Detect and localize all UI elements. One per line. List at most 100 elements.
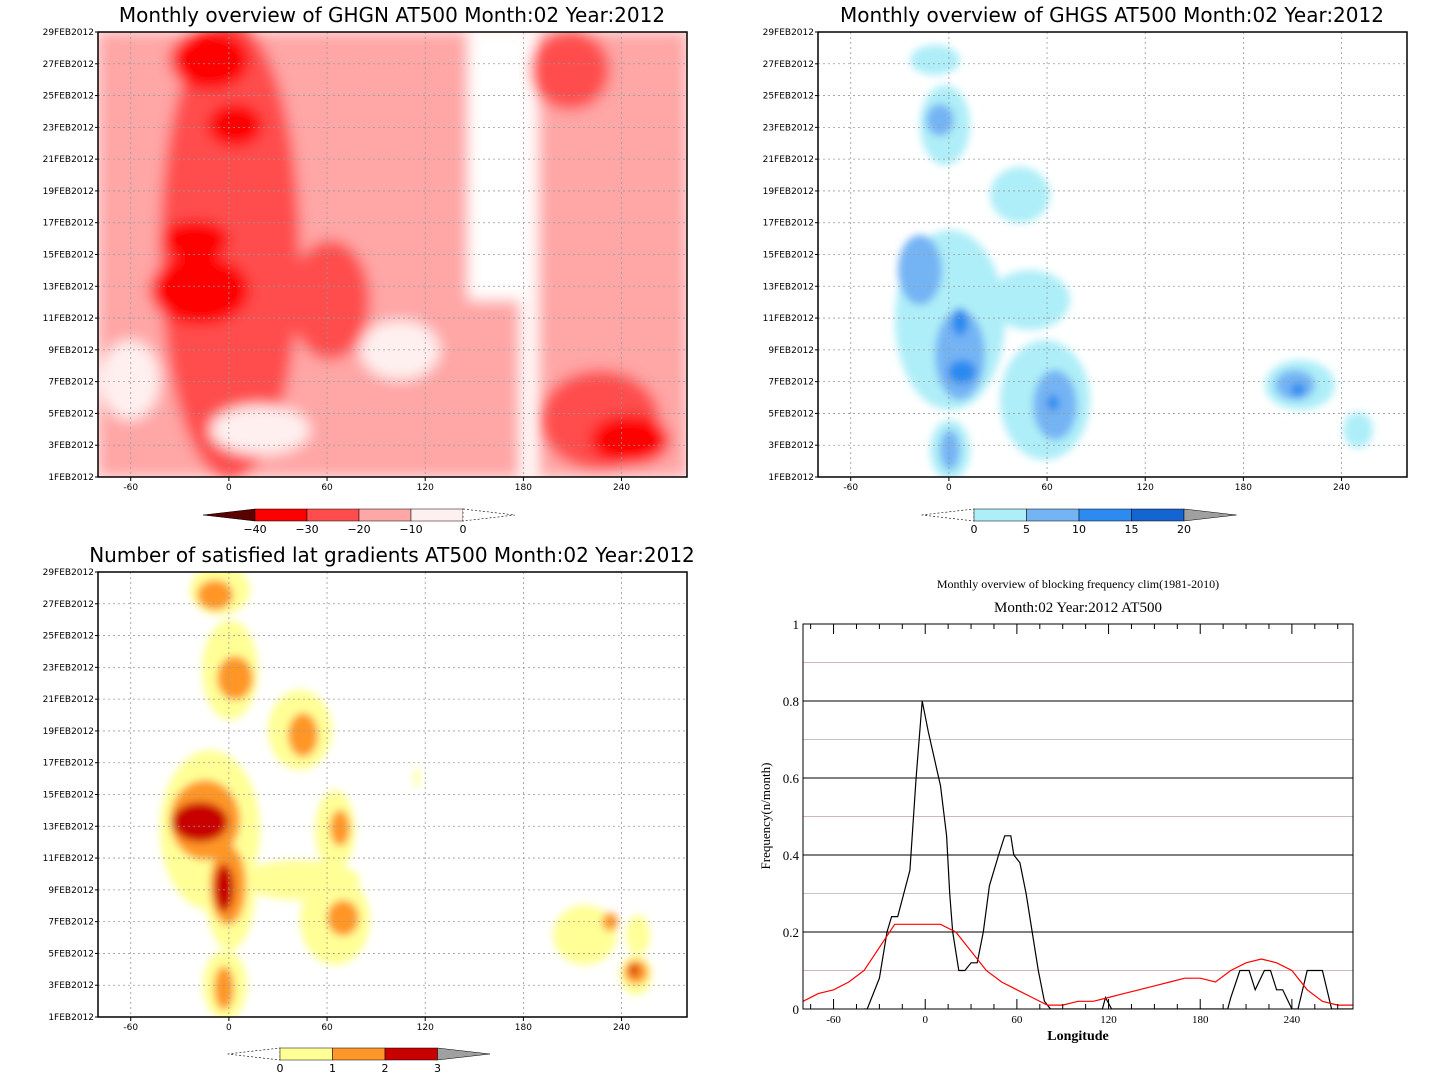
ghgs-cbar-label: 20 [1177, 523, 1191, 536]
latgrad-xtick-label: -60 [123, 1023, 138, 1033]
ghgs-cbar-tri-open [921, 508, 975, 522]
ghgn-cbar-seg [410, 508, 464, 522]
ghgn-grid [98, 32, 687, 477]
lat-gradients-panel: Number of satisfied lat gradients AT500 … [43, 543, 695, 1075]
ghgn-cbar-seg [306, 508, 360, 522]
ghgn-cbar-tri [202, 508, 256, 522]
ghgn-ytick-label: 17FEB2012 [43, 219, 94, 229]
ghgn-xtick-label: 120 [417, 483, 434, 493]
latgrad-xtick-label: 60 [321, 1023, 333, 1033]
ghgn-ytick-label: 11FEB2012 [43, 314, 94, 324]
latgrad-cbar-tri [437, 1047, 491, 1061]
blocking-lines [803, 700, 1353, 1009]
blocking-grid [803, 662, 1353, 971]
ghgn-cbar-label: −30 [295, 523, 318, 536]
ghgn-cbar-tri-open [462, 508, 516, 522]
ghgs-ytick-label: 27FEB2012 [763, 60, 814, 70]
ghgn-ytick-label: 7FEB2012 [48, 378, 94, 388]
ghgs-ytick-label: 19FEB2012 [763, 187, 814, 197]
blocking-ytick-label: 0.2 [783, 925, 799, 940]
ghgn-cbar-seg [254, 508, 308, 522]
ghgn-panel: Monthly overview of GHGN AT500 Month:02 … [43, 3, 688, 536]
ghgs-ytick-label: 7FEB2012 [768, 378, 814, 388]
ghgn-ytick-label: 9FEB2012 [48, 346, 94, 356]
latgrad-ytick-label: 5FEB2012 [48, 949, 94, 959]
ghgn-ytick-label: 29FEB2012 [43, 28, 94, 38]
blocking-series-1 [803, 923, 1353, 1006]
blocking-xtick-label: 180 [1192, 1014, 1209, 1026]
blocking-title: Monthly overview of blocking frequency c… [937, 577, 1219, 591]
ghgs-xtick-label: 60 [1041, 483, 1053, 493]
ghgn-ytick-label: 21FEB2012 [43, 155, 94, 165]
ghgn-xtick-label: 180 [515, 483, 532, 493]
lat-gradients-title: Number of satisfied lat gradients AT500 … [89, 543, 695, 567]
latgrad-cbar-tri-open [227, 1047, 281, 1061]
ghgs-cbar-label: 10 [1072, 523, 1086, 536]
ghgs-xtick-label: -60 [843, 483, 858, 493]
blocking-ytick-label: 1 [793, 617, 800, 632]
latgrad-ytick-label: 23FEB2012 [43, 663, 94, 673]
ghgs-ytick-label: 5FEB2012 [768, 409, 814, 419]
ghgn-ytick-label: 25FEB2012 [43, 92, 94, 102]
ghgn-title: Monthly overview of GHGN AT500 Month:02 … [119, 3, 665, 27]
latgrad-cbar-label: 3 [434, 1062, 441, 1075]
latgrad-cbar-label: 2 [382, 1062, 389, 1075]
ghgn-cbar-seg [358, 508, 412, 522]
ghgn-ytick-label: 5FEB2012 [48, 409, 94, 419]
blocking-ytick-label: 0 [793, 1002, 800, 1017]
blocking-frequency-panel: Monthly overview of blocking frequency c… [758, 577, 1354, 1044]
ghgs-grid [818, 32, 1407, 477]
ghgn-ytick-label: 3FEB2012 [48, 441, 94, 451]
ghgs-xtick-label: 120 [1137, 483, 1154, 493]
ghgn-ytick-label: 15FEB2012 [43, 251, 94, 261]
lat-gradients-field [98, 572, 687, 1017]
ghgs-colorbar: 0 5 10 15 20 [921, 508, 1237, 536]
ghgn-cbar-label: −40 [243, 523, 266, 536]
ghgs-panel: Monthly overview of GHGS AT500 Month:02 … [763, 3, 1408, 536]
latgrad-xtick-label: 0 [226, 1023, 232, 1033]
latgrad-ytick-label: 7FEB2012 [48, 918, 94, 928]
blocking-ytick-label: 0.8 [783, 694, 799, 709]
blocking-xtick-label: -60 [826, 1014, 841, 1026]
latgrad-ytick-label: 15FEB2012 [43, 791, 94, 801]
blocking-subtitle: Month:02 Year:2012 AT500 [994, 600, 1162, 616]
lat-gradients-ticks: -60 0 60 120 180 240 1FEB2012 3FEB2012 5FEB2012 7… [43, 568, 631, 1033]
ghgn-xtick-label: 240 [613, 483, 630, 493]
ghgs-ytick-label: 29FEB2012 [763, 28, 814, 38]
ghgn-ytick-label: 23FEB2012 [43, 123, 94, 133]
latgrad-ytick-label: 13FEB2012 [43, 822, 94, 832]
ghgs-cbar-tri [1183, 508, 1237, 522]
latgrad-cbar-seg [279, 1047, 333, 1061]
ghgn-field [98, 32, 687, 477]
ghgs-cbar-seg [973, 508, 1027, 522]
ghgs-xtick-label: 180 [1235, 483, 1252, 493]
ghgn-cbar-label: −20 [347, 523, 370, 536]
ghgs-ytick-label: 21FEB2012 [763, 155, 814, 165]
ghgs-xtick-label: 240 [1333, 483, 1350, 493]
ghgn-colorbar: −40 −30 −20 −10 0 [202, 508, 516, 536]
latgrad-xtick-label: 240 [613, 1023, 630, 1033]
latgrad-cbar-seg [384, 1047, 438, 1061]
ghgs-cbar-label: 5 [1023, 523, 1030, 536]
blocking-xtick-label: 60 [1011, 1014, 1023, 1026]
ghgs-ytick-label: 11FEB2012 [763, 314, 814, 324]
ghgs-title: Monthly overview of GHGS AT500 Month:02 … [840, 3, 1384, 27]
ghgs-cbar-seg [1131, 508, 1185, 522]
latgrad-ytick-label: 21FEB2012 [43, 695, 94, 705]
latgrad-ytick-label: 17FEB2012 [43, 759, 94, 769]
ghgs-ytick-label: 25FEB2012 [763, 92, 814, 102]
latgrad-ytick-label: 1FEB2012 [48, 1013, 94, 1023]
latgrad-ytick-label: 27FEB2012 [43, 600, 94, 610]
ghgn-ticks: -60 0 60 120 180 240 1FEB2012 3FEB2012 5FEB2012 7… [43, 28, 631, 493]
latgrad-ytick-label: 25FEB2012 [43, 632, 94, 642]
lat-gradients-grid [98, 572, 687, 1017]
blocking-ytick-label: 0.4 [783, 848, 800, 863]
ghgn-ytick-label: 19FEB2012 [43, 187, 94, 197]
ghgn-cbar-label: 0 [460, 523, 467, 536]
blocking-xtick-label: 240 [1284, 1014, 1301, 1026]
ghgn-xtick-label: -60 [123, 483, 138, 493]
ghgs-ytick-label: 23FEB2012 [763, 123, 814, 133]
lat-gradients-colorbar: 0 1 2 3 [227, 1047, 491, 1075]
latgrad-cbar-label: 0 [277, 1062, 284, 1075]
